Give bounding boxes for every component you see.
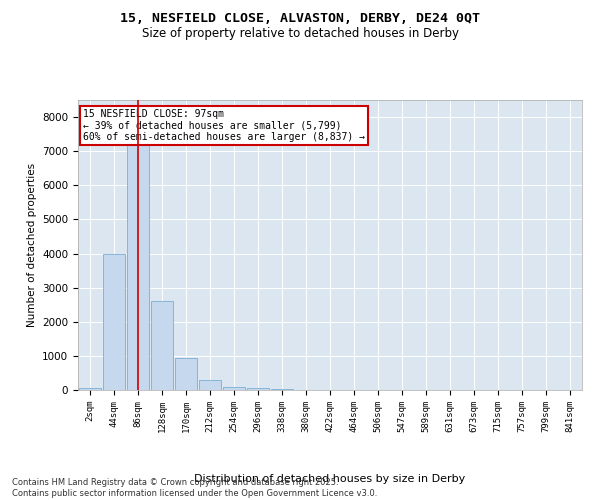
Y-axis label: Number of detached properties: Number of detached properties [26,163,37,327]
Bar [103,254,125,390]
X-axis label: Distribution of detached houses by size in Derby: Distribution of detached houses by size … [194,474,466,484]
Bar [127,128,149,390]
Bar [151,302,173,390]
Bar [175,358,197,390]
Bar [199,380,221,390]
Bar [79,388,101,390]
Bar [223,386,245,390]
Text: 15 NESFIELD CLOSE: 97sqm
← 39% of detached houses are smaller (5,799)
60% of sem: 15 NESFIELD CLOSE: 97sqm ← 39% of detach… [83,108,365,142]
Text: Size of property relative to detached houses in Derby: Size of property relative to detached ho… [142,28,458,40]
Bar [247,388,269,390]
Text: Contains HM Land Registry data © Crown copyright and database right 2025.
Contai: Contains HM Land Registry data © Crown c… [12,478,377,498]
Text: 15, NESFIELD CLOSE, ALVASTON, DERBY, DE24 0QT: 15, NESFIELD CLOSE, ALVASTON, DERBY, DE2… [120,12,480,26]
